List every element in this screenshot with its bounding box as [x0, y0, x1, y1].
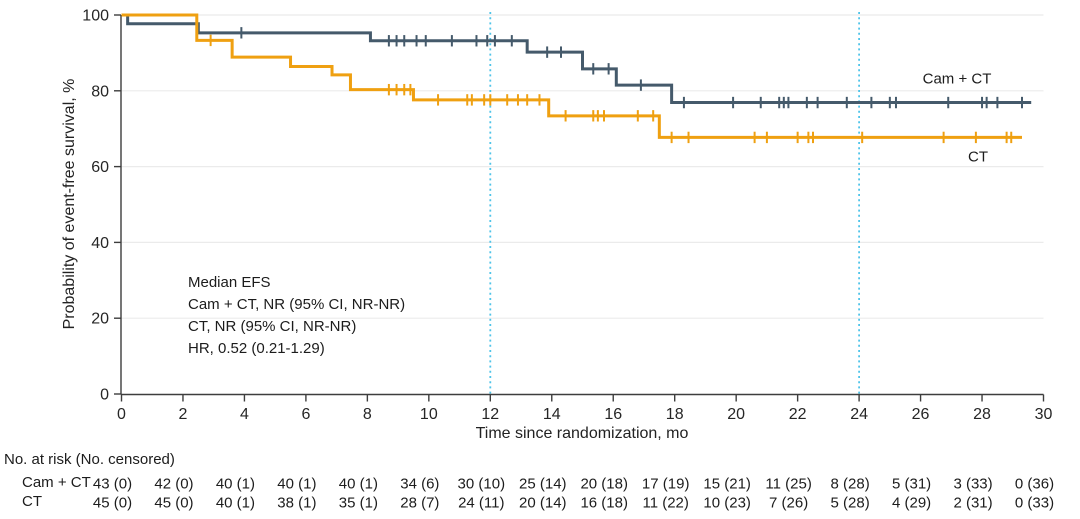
series-label-ct: CT [968, 148, 988, 166]
annotation-line-ct: CT, NR (95% CI, NR-NR) [188, 318, 357, 335]
survival-curve-cam-ct [121, 13, 1032, 105]
risk-value-cam-ct-8mo: 40 (1) [339, 476, 378, 493]
annotation-line-hr: HR, 0.52 (0.21-1.29) [188, 340, 325, 357]
x-tick-label-4: 4 [240, 406, 249, 423]
risk-value-ct-22mo: 7 (26) [769, 495, 808, 512]
risk-value-cam-ct-18mo: 17 (19) [642, 476, 690, 493]
risk-value-ct-16mo: 16 (18) [580, 495, 628, 512]
x-tick-label-28: 28 [973, 406, 991, 423]
x-tick-label-10: 10 [420, 406, 438, 423]
risk-value-ct-26mo: 4 (29) [892, 495, 931, 512]
risk-value-ct-8mo: 35 (1) [339, 495, 378, 512]
series-label-cam-ct: Cam + CT [922, 70, 992, 88]
risk-value-cam-ct-16mo: 20 (18) [580, 476, 628, 493]
x-tick-label-12: 12 [481, 406, 499, 423]
risk-value-ct-4mo: 40 (1) [216, 495, 255, 512]
risk-row-label-cam-ct: Cam + CT [22, 474, 91, 491]
risk-value-cam-ct-14mo: 25 (14) [519, 476, 567, 493]
x-tick-label-2: 2 [179, 406, 188, 423]
x-tick-label-20: 20 [727, 406, 745, 423]
y-tick-label-80: 80 [91, 83, 109, 100]
risk-value-ct-18mo: 11 (22) [642, 495, 688, 512]
y-tick-label-60: 60 [91, 159, 109, 176]
y-tick-label-100: 100 [82, 8, 109, 25]
risk-value-ct-20mo: 10 (23) [703, 495, 751, 512]
y-tick-label-0: 0 [100, 387, 109, 404]
risk-value-cam-ct-20mo: 15 (21) [703, 476, 751, 493]
x-tick-label-30: 30 [1035, 406, 1053, 423]
risk-value-ct-28mo: 2 (31) [953, 495, 992, 512]
risk-value-cam-ct-12mo: 30 (10) [458, 476, 506, 493]
risk-value-ct-0mo: 45 (0) [93, 495, 132, 512]
annotation-line-cam-ct: Cam + CT, NR (95% CI, NR-NR) [188, 296, 406, 313]
risk-value-ct-6mo: 38 (1) [277, 495, 316, 512]
risk-value-cam-ct-6mo: 40 (1) [277, 476, 316, 493]
risk-row-label-ct: CT [22, 493, 42, 510]
risk-value-ct-30mo: 0 (33) [1015, 495, 1054, 512]
risk-value-cam-ct-0mo: 43 (0) [93, 476, 132, 493]
x-tick-label-8: 8 [363, 406, 372, 423]
risk-value-cam-ct-22mo: 11 (25) [765, 476, 811, 493]
risk-table-header: No. at risk (No. censored) [4, 451, 175, 468]
risk-value-cam-ct-24mo: 8 (28) [831, 476, 870, 493]
x-tick-label-14: 14 [543, 406, 561, 423]
y-tick-label-20: 20 [91, 311, 109, 328]
annotation-line-median: Median EFS [188, 274, 271, 291]
risk-value-ct-14mo: 20 (14) [519, 495, 567, 512]
risk-value-cam-ct-10mo: 34 (6) [400, 476, 439, 493]
risk-value-ct-2mo: 45 (0) [154, 495, 193, 512]
risk-value-cam-ct-28mo: 3 (33) [953, 476, 992, 493]
risk-value-cam-ct-2mo: 42 (0) [154, 476, 193, 493]
risk-value-ct-24mo: 5 (28) [831, 495, 870, 512]
x-tick-label-22: 22 [789, 406, 807, 423]
risk-value-cam-ct-30mo: 0 (36) [1015, 476, 1054, 493]
risk-value-cam-ct-26mo: 5 (31) [892, 476, 931, 493]
risk-value-ct-12mo: 24 (11) [458, 495, 504, 512]
risk-value-ct-10mo: 28 (7) [400, 495, 439, 512]
median-efs-annotation: Median EFS Cam + CT, NR (95% CI, NR-NR) … [188, 272, 405, 360]
x-tick-label-0: 0 [117, 406, 126, 423]
x-tick-label-16: 16 [604, 406, 622, 423]
x-tick-label-6: 6 [301, 406, 310, 423]
x-tick-label-24: 24 [850, 406, 868, 423]
y-axis-title: Probability of event-free survival, % [61, 78, 78, 330]
x-axis-title: Time since randomization, mo [475, 425, 689, 442]
survival-curve-ct [121, 13, 1022, 139]
x-tick-label-26: 26 [912, 406, 930, 423]
risk-value-cam-ct-4mo: 40 (1) [216, 476, 255, 493]
x-tick-label-18: 18 [666, 406, 684, 423]
y-tick-label-40: 40 [91, 235, 109, 252]
